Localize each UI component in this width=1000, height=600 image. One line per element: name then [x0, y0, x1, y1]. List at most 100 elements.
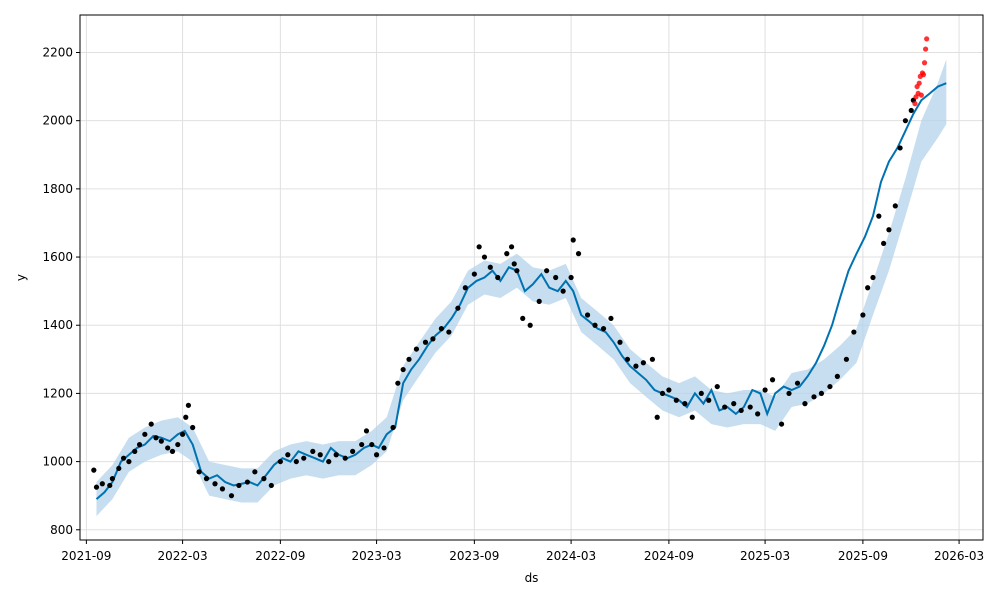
observed-point	[640, 360, 646, 366]
observed-point	[722, 404, 728, 410]
observed-point	[120, 455, 127, 461]
observed-point	[261, 476, 267, 482]
observed-point	[153, 435, 159, 441]
observed-point	[395, 380, 401, 386]
observed-point	[608, 315, 614, 322]
observed-point	[363, 428, 370, 434]
observed-point	[179, 431, 186, 437]
observed-points	[91, 97, 916, 499]
observed-point	[142, 431, 148, 437]
x-tick-label: 2026-03	[934, 549, 984, 563]
observed-point	[422, 339, 429, 345]
x-tick-label: 2025-09	[838, 549, 888, 563]
x-axis-label: ds	[525, 571, 539, 585]
observed-point	[511, 261, 517, 267]
observed-point	[575, 251, 582, 257]
observed-point	[342, 455, 348, 461]
observed-point	[183, 414, 189, 420]
x-tick-label: 2025-03	[740, 549, 790, 563]
observed-point	[93, 484, 100, 490]
observed-point	[107, 482, 113, 489]
observed-point	[659, 390, 666, 397]
observed-point	[584, 312, 591, 318]
observed-point	[185, 402, 192, 408]
test-point	[912, 101, 918, 107]
observed-point	[148, 421, 154, 427]
observed-point	[293, 458, 299, 465]
observed-point	[802, 401, 808, 407]
x-tick-label: 2022-03	[158, 549, 208, 563]
observed-point	[369, 441, 375, 448]
observed-point	[359, 441, 365, 448]
observed-point	[252, 469, 258, 475]
observed-point	[827, 383, 833, 390]
observed-point	[116, 465, 122, 472]
observed-point	[902, 118, 909, 124]
observed-point	[544, 268, 550, 274]
observed-point	[520, 315, 526, 322]
observed-point	[373, 452, 380, 458]
observed-point	[413, 346, 420, 352]
observed-point	[769, 377, 776, 383]
observed-point	[843, 356, 850, 362]
observed-point	[834, 373, 840, 379]
x-tick-label: 2022-09	[255, 549, 305, 563]
test-point	[924, 36, 930, 42]
observed-point	[381, 445, 387, 451]
observed-point	[851, 329, 857, 335]
observed-point	[881, 240, 887, 247]
observed-point	[277, 458, 283, 465]
observed-point	[908, 107, 914, 114]
y-axis-ticks: 800 1000 1200 1400 1600 1800 2000 2200	[42, 46, 80, 537]
observed-point	[301, 455, 307, 461]
observed-point	[487, 264, 493, 270]
observed-point	[892, 203, 898, 209]
observed-point	[536, 298, 542, 304]
observed-point	[698, 390, 704, 397]
observed-point	[196, 469, 202, 475]
observed-point	[310, 448, 316, 454]
y-tick-label: 800	[50, 523, 73, 537]
observed-point	[495, 274, 501, 281]
observed-point	[390, 424, 396, 431]
observed-point	[592, 322, 598, 328]
observed-point	[886, 227, 892, 233]
observed-point	[175, 441, 181, 448]
x-tick-label: 2023-09	[449, 549, 499, 563]
x-tick-label: 2024-03	[546, 549, 596, 563]
observed-point	[406, 356, 412, 362]
observed-point	[236, 482, 242, 489]
observed-point	[624, 356, 631, 362]
y-tick-label: 1200	[42, 386, 73, 400]
observed-point	[508, 244, 515, 250]
observed-point	[818, 390, 825, 397]
test-point	[916, 80, 922, 86]
observed-point	[109, 476, 116, 482]
observed-point	[560, 288, 566, 294]
observed-point	[285, 452, 291, 458]
observed-point	[553, 274, 559, 281]
observed-point	[860, 312, 866, 318]
observed-point	[514, 268, 520, 274]
y-tick-label: 1400	[42, 318, 73, 332]
observed-point	[446, 329, 452, 335]
observed-point	[158, 438, 164, 444]
observed-point	[400, 366, 406, 373]
observed-point	[876, 213, 882, 219]
observed-point	[430, 336, 436, 342]
observed-point	[462, 285, 468, 291]
observed-point	[91, 467, 97, 473]
observed-point	[333, 452, 339, 458]
observed-point	[870, 274, 876, 281]
observed-point	[438, 326, 445, 332]
y-tick-label: 1600	[42, 250, 73, 264]
observed-point	[203, 476, 210, 482]
observed-point	[714, 383, 720, 390]
observed-point	[212, 481, 218, 487]
observed-point	[268, 482, 274, 489]
observed-point	[504, 251, 510, 257]
observed-point	[455, 305, 461, 311]
observed-point	[219, 486, 226, 492]
uncertainty-band	[96, 59, 947, 517]
observed-point	[317, 452, 323, 458]
